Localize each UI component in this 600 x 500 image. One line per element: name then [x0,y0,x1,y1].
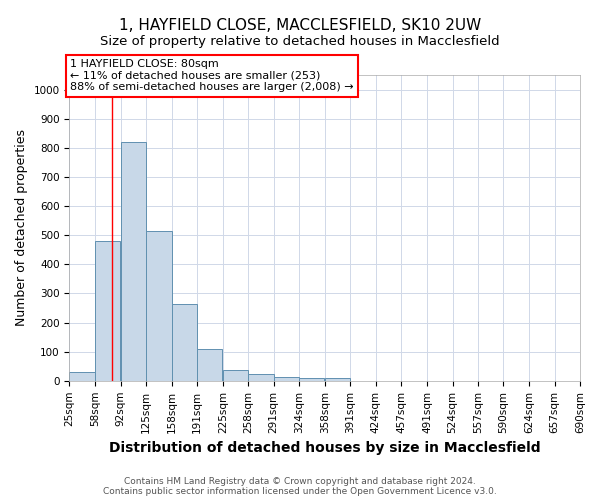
Bar [146,231,172,381]
Bar [274,378,299,381]
Bar [121,142,146,381]
Text: 1, HAYFIELD CLOSE, MACCLESFIELD, SK10 2UW: 1, HAYFIELD CLOSE, MACCLESFIELD, SK10 2U… [119,18,481,32]
Bar [325,378,350,381]
Text: Size of property relative to detached houses in Macclesfield: Size of property relative to detached ho… [100,35,500,48]
X-axis label: Distribution of detached houses by size in Macclesfield: Distribution of detached houses by size … [109,441,541,455]
Bar [248,374,274,381]
Text: 1 HAYFIELD CLOSE: 80sqm
← 11% of detached houses are smaller (253)
88% of semi-d: 1 HAYFIELD CLOSE: 80sqm ← 11% of detache… [70,60,354,92]
Bar [172,304,197,381]
Bar [223,370,248,381]
Y-axis label: Number of detached properties: Number of detached properties [15,130,28,326]
Text: Contains HM Land Registry data © Crown copyright and database right 2024.: Contains HM Land Registry data © Crown c… [124,477,476,486]
Bar [299,378,325,381]
Bar [70,372,95,381]
Text: Contains public sector information licensed under the Open Government Licence v3: Contains public sector information licen… [103,487,497,496]
Bar [95,241,120,381]
Bar [197,349,222,381]
